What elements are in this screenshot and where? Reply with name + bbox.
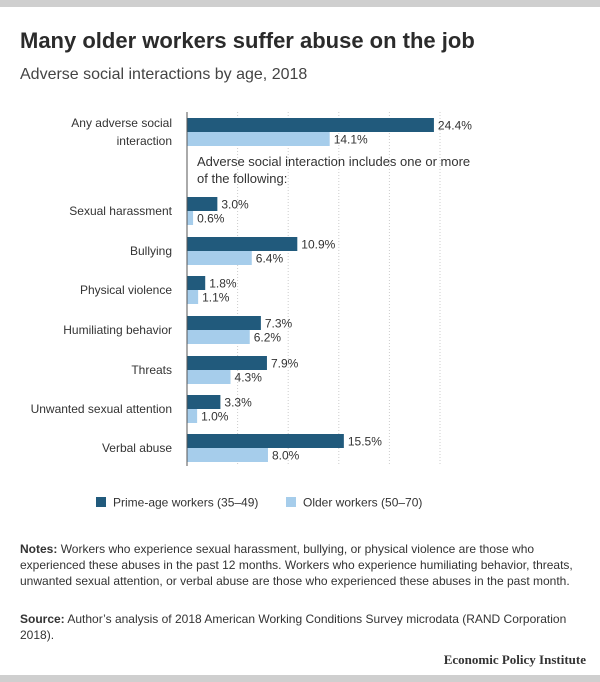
bar-prime-age [187,197,218,211]
bar-older [187,330,250,344]
value-label: 1.8% [209,277,237,291]
value-label: 7.3% [265,317,293,331]
value-label: 15.5% [348,435,382,449]
category-label: Any adverse social [71,116,172,130]
legend-swatch-prime-age [96,497,106,507]
bar-older [187,251,252,265]
chart-title: Many older workers suffer abuse on the j… [20,28,475,53]
bar-prime-age [187,316,261,330]
value-label: 24.4% [438,119,472,133]
bar-older [187,448,268,462]
notes-text: Workers who experience sexual harassment… [20,542,573,588]
bar-chart: 24.4% 14.1% Any adverse social interaction 3… [31,112,472,510]
value-label: 6.2% [254,331,282,345]
notes-label: Notes: [20,542,58,556]
chart-subtitle: Adverse social interactions by age, 2018 [20,66,308,83]
epi-branding: Economic Policy Institute [443,652,586,667]
category-label: Physical violence [80,283,172,297]
legend-label: Prime-age workers (35–49) [113,496,258,510]
chart-annotation: of the following: [197,171,287,186]
value-label: 3.3% [224,396,252,410]
source-text: Author’s analysis of 2018 American Worki… [20,612,567,642]
chart-annotation: Adverse social interaction includes one … [197,154,470,169]
category-label: Verbal abuse [102,441,172,455]
bar-prime-age [187,237,298,251]
bar-older [187,211,194,225]
category-label: Unwanted sexual attention [31,402,172,416]
legend-label: Older workers (50–70) [303,496,422,510]
category-label: Threats [131,363,172,377]
bar-older [187,132,330,146]
bar-prime-age [187,276,206,290]
chart-source: Source: Author’s analysis of 2018 Americ… [20,611,585,643]
category-label: Bullying [130,244,172,258]
category-label: interaction [117,134,172,148]
top-rule [0,0,600,7]
value-label: 6.4% [256,252,284,266]
source-label: Source: [20,612,65,626]
value-label: 1.0% [201,410,229,424]
value-label: 8.0% [272,449,300,463]
bar-older [187,409,198,423]
value-label: 1.1% [202,291,230,305]
legend-swatch-older [286,497,296,507]
value-label: 10.9% [301,238,335,252]
value-label: 0.6% [197,212,225,226]
bar-prime-age [187,434,344,448]
value-label: 14.1% [334,133,368,147]
value-label: 7.9% [271,357,299,371]
bar-prime-age [187,395,221,409]
category-label: Humiliating behavior [63,323,172,337]
bar-older [187,290,199,304]
bar-older [187,370,231,384]
value-label: 3.0% [221,198,249,212]
bottom-rule [0,675,600,682]
value-label: 4.3% [235,371,263,385]
bar-prime-age [187,356,267,370]
chart-notes: Notes: Workers who experience sexual har… [20,541,585,589]
category-label: Sexual harassment [69,204,172,218]
bar-prime-age [187,118,434,132]
